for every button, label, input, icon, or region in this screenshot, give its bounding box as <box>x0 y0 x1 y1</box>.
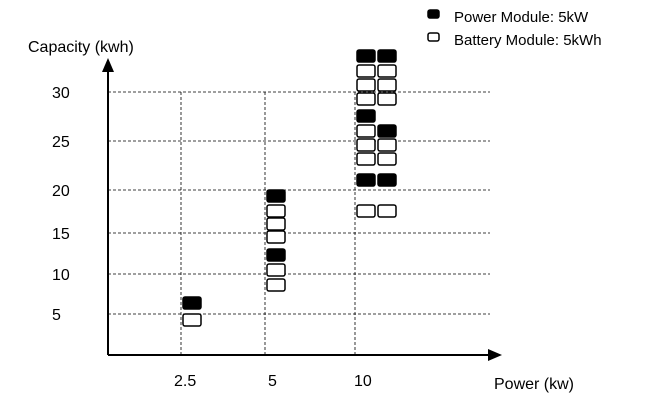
battery-module-block <box>356 138 376 152</box>
legend-power-module-swatch <box>427 9 440 19</box>
battery-module-block <box>356 92 376 106</box>
legend-battery-module-swatch <box>427 32 440 42</box>
power-module-block <box>266 248 286 262</box>
x-axis-title: Power (kw) <box>494 376 574 393</box>
power-module-block <box>356 173 376 187</box>
legend-power-module-label: Power Module: 5kW <box>454 9 589 26</box>
y-tick-label: 30 <box>52 85 70 102</box>
power-module-block <box>377 49 397 63</box>
x-axis-arrow-icon <box>488 349 502 361</box>
y-tick-labels: 30 25 20 15 10 5 <box>52 85 70 324</box>
power-module-block <box>182 296 202 310</box>
grid <box>108 91 490 355</box>
battery-module-block <box>377 78 397 92</box>
battery-module-block <box>356 152 376 166</box>
axes <box>102 58 502 361</box>
battery-module-block <box>356 124 376 138</box>
power-module-block <box>377 124 397 138</box>
y-tick-label: 20 <box>52 183 70 200</box>
battery-module-block <box>377 64 397 78</box>
battery-module-block <box>266 278 286 292</box>
y-tick-label: 25 <box>52 134 70 151</box>
legend: Power Module: 5kW Battery Module: 5kWh <box>427 9 602 49</box>
battery-module-block <box>356 64 376 78</box>
x-tick-label: 10 <box>354 373 372 390</box>
y-tick-label: 5 <box>52 307 61 324</box>
battery-module-block <box>377 92 397 106</box>
x-tick-label: 2.5 <box>174 373 196 390</box>
battery-module-block <box>266 204 286 218</box>
battery-module-block <box>377 138 397 152</box>
y-axis-arrow-icon <box>102 58 114 72</box>
battery-module-block <box>356 204 376 218</box>
battery-module-block <box>356 78 376 92</box>
x-tick-label: 5 <box>268 373 277 390</box>
power-module-block <box>356 109 376 123</box>
x-tick-labels: 2.5 5 10 <box>174 373 372 390</box>
battery-module-block <box>266 217 286 231</box>
power-module-block <box>377 173 397 187</box>
battery-module-block <box>182 313 202 327</box>
y-tick-label: 15 <box>52 226 70 243</box>
battery-module-block <box>377 152 397 166</box>
battery-module-block <box>266 230 286 244</box>
battery-module-block <box>266 263 286 277</box>
y-tick-label: 10 <box>52 267 70 284</box>
power-module-block <box>266 189 286 203</box>
module-stacks <box>182 49 397 327</box>
y-axis-title: Capacity (kwh) <box>28 39 134 56</box>
power-module-block <box>356 49 376 63</box>
battery-module-block <box>377 204 397 218</box>
legend-battery-module-label: Battery Module: 5kWh <box>454 32 602 49</box>
